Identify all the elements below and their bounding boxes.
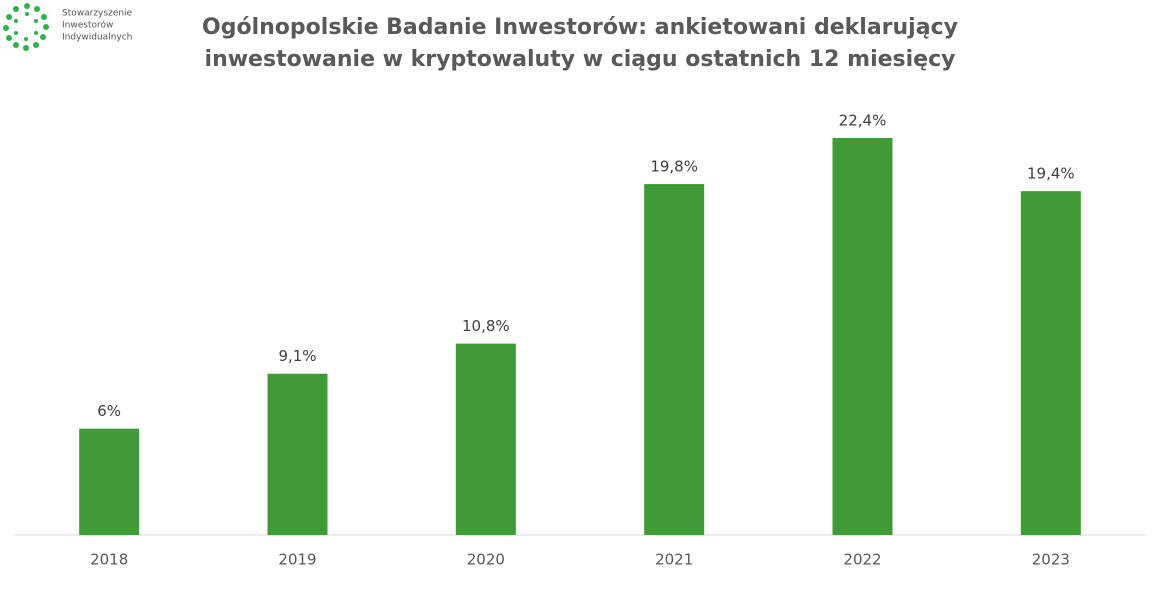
x-tick-label: 2019 [278, 551, 316, 569]
logo-text: Stowarzyszenie [62, 9, 133, 19]
bar [1020, 191, 1081, 535]
x-tick-label: 2020 [467, 551, 505, 569]
x-tick-label: 2018 [90, 551, 128, 569]
data-label: 19,8% [650, 158, 698, 176]
x-tick-label: 2022 [843, 551, 881, 569]
logo-text: Inwestorów [62, 20, 113, 31]
data-label: 6% [97, 402, 121, 420]
chart-title: Ogólnopolskie Badanie Inwestorów: ankiet… [202, 15, 958, 72]
bar [455, 343, 516, 535]
data-label: 9,1% [278, 347, 316, 365]
data-label: 10,8% [462, 317, 510, 335]
x-tick-label: 2021 [655, 551, 693, 569]
data-label: 22,4% [839, 112, 887, 130]
logo-text: Indywidualnych [62, 33, 132, 43]
bar [79, 428, 140, 535]
data-label: 19,4% [1027, 165, 1075, 183]
bar [267, 373, 328, 535]
bar [644, 184, 705, 535]
bar [832, 138, 893, 535]
x-tick-label: 2023 [1032, 551, 1070, 569]
logo-ring [3, 3, 49, 51]
logo: Stowarzyszenie Inwestorów Indywidualnych [3, 3, 133, 51]
